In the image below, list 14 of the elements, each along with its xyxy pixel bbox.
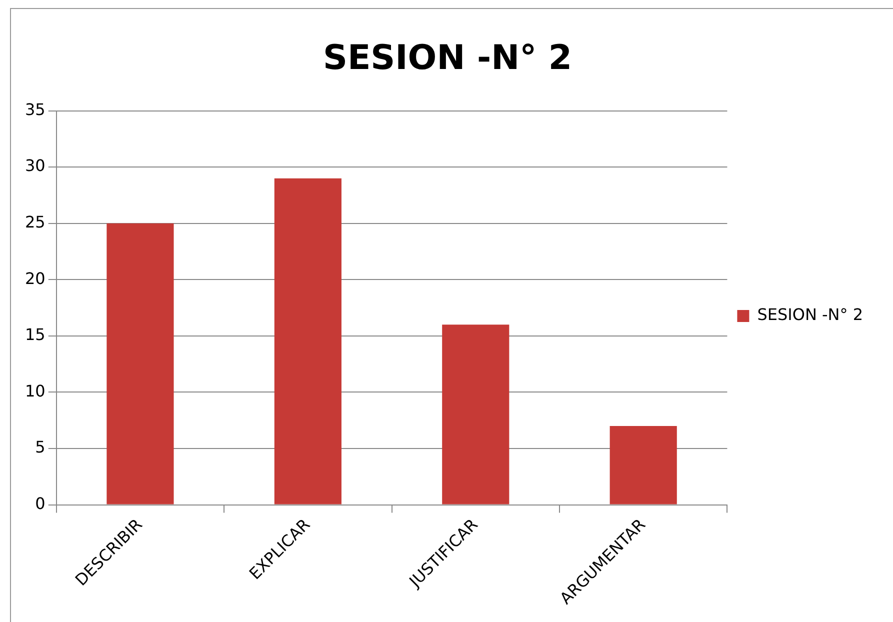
legend-label: SESION -N° 2 — [757, 305, 863, 324]
bar — [106, 223, 174, 504]
bar — [610, 426, 677, 504]
y-tick-label: 35 — [25, 100, 46, 119]
y-tick-label: 20 — [25, 268, 46, 288]
y-tick-label: 30 — [25, 156, 46, 176]
y-tick-label: 5 — [35, 438, 46, 457]
bar — [442, 324, 510, 504]
y-tick-label: 0 — [35, 494, 46, 513]
y-tick-label: 10 — [25, 381, 46, 400]
y-tick-label: 25 — [25, 212, 46, 232]
chart-title: SESION -N° 2 — [322, 38, 572, 78]
bar — [274, 178, 342, 504]
y-tick-label: 15 — [25, 325, 46, 344]
